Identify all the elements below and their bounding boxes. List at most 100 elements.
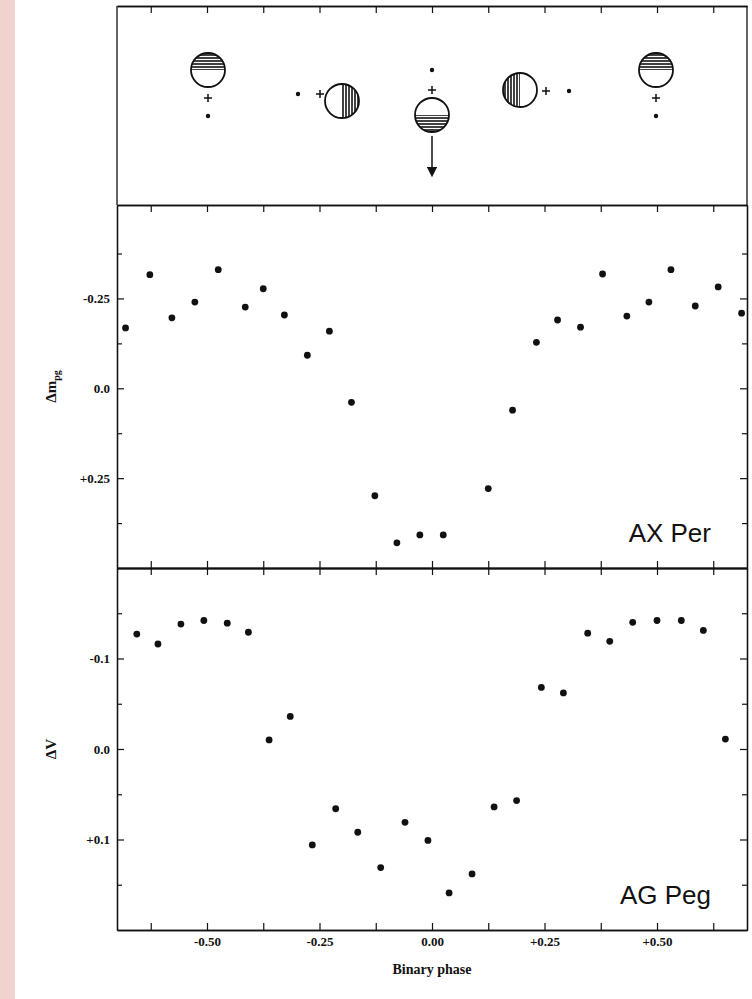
point — [191, 299, 198, 306]
point — [260, 285, 267, 292]
tick — [740, 298, 747, 299]
tick-mark — [117, 613, 122, 614]
tick — [151, 568, 152, 575]
tick: -0.50 — [194, 923, 221, 949]
y-axis-title: Δmpg — [43, 370, 62, 402]
point — [266, 737, 273, 744]
data-points — [133, 617, 728, 896]
tick-mark — [488, 6, 489, 13]
tick — [488, 923, 489, 930]
axis-yticks: -0.250.0+0.25 — [80, 206, 124, 569]
tick — [151, 6, 152, 13]
y-axis-title-sub: pg — [51, 370, 62, 381]
tick-mark — [713, 568, 714, 575]
point — [440, 532, 447, 539]
tick-mark — [376, 205, 377, 212]
axis-xticks: -0.50-0.250.00+0.25+0.50 — [118, 923, 748, 949]
point — [281, 312, 288, 319]
center-of-mass — [316, 90, 324, 98]
point — [371, 492, 378, 499]
point — [554, 317, 561, 324]
axis-line — [747, 569, 748, 931]
point — [599, 271, 606, 278]
tick-mark — [263, 923, 264, 930]
tick: -0.25 — [306, 923, 334, 949]
point — [560, 689, 567, 696]
point — [577, 324, 584, 331]
tick — [263, 6, 264, 13]
panel-label: AG Peg — [620, 880, 711, 910]
tick-label: +0.50 — [642, 934, 672, 949]
axis-yticks_minor — [117, 569, 122, 931]
tick — [207, 561, 208, 568]
tick: 0.0 — [94, 381, 124, 396]
tick — [376, 923, 377, 930]
tick-mark — [151, 568, 152, 575]
point — [215, 266, 222, 273]
tick — [740, 659, 747, 660]
companion — [430, 68, 434, 72]
tick-mark — [263, 205, 264, 212]
tick: +0.25 — [530, 923, 561, 949]
tick — [488, 568, 489, 575]
panel-label: AX Per — [629, 518, 712, 548]
tick-mark — [601, 561, 602, 568]
tick-mark — [117, 885, 122, 886]
tick-mark — [151, 6, 152, 13]
axis-line — [117, 569, 118, 931]
tick — [657, 561, 658, 568]
axis-line — [747, 206, 748, 569]
chart-root: -0.250.0+0.25ΔmpgAX Per-0.50-0.250.00+0.… — [0, 0, 752, 999]
tick-mark — [740, 658, 747, 659]
y-axis-title-main: ΔV — [43, 739, 59, 759]
tick — [376, 568, 377, 575]
tick-mark — [151, 561, 152, 568]
point — [402, 819, 409, 826]
axis-line — [118, 930, 748, 931]
tick — [601, 205, 602, 212]
point — [326, 328, 333, 335]
tick: +0.1 — [86, 832, 124, 847]
axis-line — [118, 205, 748, 206]
tick-mark — [742, 253, 747, 254]
center-of-mass — [428, 86, 436, 94]
tick-mark — [117, 253, 122, 254]
tick — [263, 205, 264, 212]
tick — [713, 568, 714, 575]
companion — [296, 92, 300, 96]
point — [155, 641, 162, 648]
tick-mark — [740, 388, 747, 389]
axis-line — [117, 206, 118, 569]
tick — [151, 923, 152, 930]
point — [425, 837, 432, 844]
point — [332, 805, 339, 812]
tick-label: 0.0 — [94, 742, 110, 757]
point — [678, 617, 685, 624]
tick-mark — [544, 923, 545, 930]
companion — [206, 114, 210, 118]
tick-mark — [488, 205, 489, 212]
axis-yticks_minor — [117, 206, 122, 569]
tick — [740, 478, 747, 479]
tick-mark — [713, 923, 714, 930]
axis-line — [747, 569, 748, 931]
axis-line — [118, 568, 748, 569]
tick — [742, 433, 747, 434]
frame-line — [746, 6, 747, 205]
tick — [740, 388, 747, 389]
point — [446, 889, 453, 896]
tick — [151, 561, 152, 568]
tick-mark — [376, 568, 377, 575]
giant-star — [503, 73, 537, 107]
point — [287, 713, 294, 720]
point — [348, 399, 355, 406]
tick — [742, 704, 747, 705]
tick — [740, 749, 747, 750]
tick-label: +0.25 — [530, 934, 561, 949]
tick — [376, 561, 377, 568]
tick — [117, 613, 122, 614]
tick — [488, 6, 489, 13]
tick-mark — [263, 561, 264, 568]
tick — [713, 205, 714, 212]
tick — [742, 794, 747, 795]
